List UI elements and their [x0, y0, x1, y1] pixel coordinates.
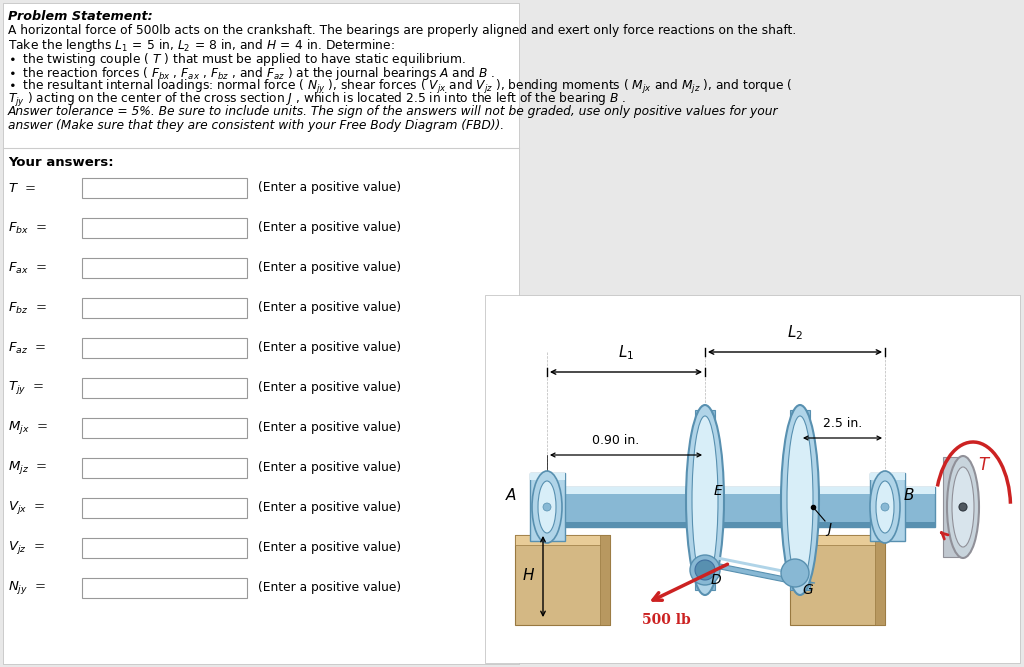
Text: $M_{jz}$  =: $M_{jz}$ = — [8, 460, 47, 476]
Text: Answer tolerance = 5%. Be sure to include units. The sign of the answers will no: Answer tolerance = 5%. Be sure to includ… — [8, 105, 778, 118]
Text: (Enter a positive value): (Enter a positive value) — [258, 382, 401, 394]
Text: $T_{jy}$  =: $T_{jy}$ = — [8, 380, 45, 396]
Polygon shape — [545, 487, 935, 494]
FancyBboxPatch shape — [82, 538, 247, 558]
Text: $\bullet\;$ the twisting couple ( $T$ ) that must be applied to have static equi: $\bullet\;$ the twisting couple ( $T$ ) … — [8, 51, 466, 68]
Text: $T_{jy}$ ) acting on the center of the cross section $J$ , which is located $2.5: $T_{jy}$ ) acting on the center of the c… — [8, 91, 627, 109]
Text: $\bullet\;$ the resultant internal loadings: normal force ( $N_{jy}$ ), shear fo: $\bullet\;$ the resultant internal loadi… — [8, 78, 793, 96]
Polygon shape — [790, 535, 885, 625]
FancyBboxPatch shape — [82, 498, 247, 518]
Polygon shape — [943, 457, 963, 557]
Text: $E$: $E$ — [713, 484, 724, 498]
FancyBboxPatch shape — [82, 218, 247, 238]
Polygon shape — [690, 563, 815, 583]
Text: $B$: $B$ — [903, 487, 914, 503]
Polygon shape — [545, 522, 935, 527]
Text: 500 lb: 500 lb — [642, 613, 691, 627]
Text: $V_{jz}$  =: $V_{jz}$ = — [8, 540, 45, 556]
Ellipse shape — [532, 471, 562, 543]
Ellipse shape — [538, 481, 556, 533]
Text: $G$: $G$ — [802, 583, 814, 597]
FancyBboxPatch shape — [82, 258, 247, 278]
Ellipse shape — [690, 555, 720, 585]
FancyBboxPatch shape — [3, 3, 519, 664]
Ellipse shape — [543, 503, 551, 511]
Ellipse shape — [692, 416, 718, 584]
Text: $T$: $T$ — [978, 457, 991, 474]
Text: $D$: $D$ — [710, 573, 722, 587]
FancyBboxPatch shape — [82, 418, 247, 438]
Ellipse shape — [959, 503, 967, 511]
Polygon shape — [530, 473, 565, 480]
Text: answer (Make sure that they are consistent with your Free Body Diagram (FBD)).: answer (Make sure that they are consiste… — [8, 119, 504, 131]
Text: (Enter a positive value): (Enter a positive value) — [258, 301, 401, 315]
Ellipse shape — [870, 471, 900, 543]
Text: $H$: $H$ — [522, 567, 536, 583]
FancyBboxPatch shape — [82, 178, 247, 198]
Text: $N_{jy}$  =: $N_{jy}$ = — [8, 580, 46, 596]
Text: $F_{ax}$  =: $F_{ax}$ = — [8, 260, 47, 275]
Text: (Enter a positive value): (Enter a positive value) — [258, 422, 401, 434]
Ellipse shape — [947, 456, 979, 558]
Ellipse shape — [787, 416, 813, 584]
Polygon shape — [600, 535, 610, 625]
Text: 0.90 in.: 0.90 in. — [592, 434, 640, 447]
Polygon shape — [790, 410, 810, 590]
Polygon shape — [530, 473, 565, 541]
Polygon shape — [870, 473, 905, 480]
Ellipse shape — [952, 467, 974, 547]
Text: $\bullet\;$ the reaction forces ( $F_{bx}$ , $F_{ax}$ , $F_{bz}$ , and $F_{az}$ : $\bullet\;$ the reaction forces ( $F_{bx… — [8, 65, 496, 81]
FancyBboxPatch shape — [82, 458, 247, 478]
Polygon shape — [695, 410, 715, 590]
FancyBboxPatch shape — [82, 378, 247, 398]
FancyBboxPatch shape — [485, 295, 1020, 663]
Ellipse shape — [686, 405, 724, 595]
Text: A horizontal force of 500lb acts on the crankshaft. The bearings are properly al: A horizontal force of 500lb acts on the … — [8, 24, 797, 37]
Ellipse shape — [695, 560, 715, 580]
Text: (Enter a positive value): (Enter a positive value) — [258, 342, 401, 354]
Text: $V_{jx}$  =: $V_{jx}$ = — [8, 500, 45, 516]
Text: (Enter a positive value): (Enter a positive value) — [258, 582, 401, 594]
Ellipse shape — [781, 405, 819, 595]
Text: $F_{bx}$  =: $F_{bx}$ = — [8, 221, 47, 235]
Text: $F_{az}$  =: $F_{az}$ = — [8, 340, 46, 356]
Polygon shape — [790, 535, 885, 545]
Text: 2.5 in.: 2.5 in. — [823, 417, 862, 430]
Text: (Enter a positive value): (Enter a positive value) — [258, 221, 401, 235]
Text: (Enter a positive value): (Enter a positive value) — [258, 181, 401, 195]
Text: Take the lengths $L_1\,=\,5$ in, $L_2\,=\,8$ in, and $H\,=\,4$ in. Determine:: Take the lengths $L_1\,=\,5$ in, $L_2\,=… — [8, 37, 395, 55]
FancyBboxPatch shape — [82, 298, 247, 318]
Text: $A$: $A$ — [505, 487, 517, 503]
Polygon shape — [545, 487, 935, 527]
Text: (Enter a positive value): (Enter a positive value) — [258, 462, 401, 474]
FancyBboxPatch shape — [82, 338, 247, 358]
Text: $M_{jx}$  =: $M_{jx}$ = — [8, 420, 48, 436]
Text: Problem Statement:: Problem Statement: — [8, 10, 153, 23]
Polygon shape — [874, 535, 885, 625]
Polygon shape — [870, 473, 905, 541]
Text: (Enter a positive value): (Enter a positive value) — [258, 502, 401, 514]
Polygon shape — [515, 535, 610, 625]
Polygon shape — [515, 535, 610, 545]
FancyBboxPatch shape — [82, 578, 247, 598]
Text: (Enter a positive value): (Enter a positive value) — [258, 261, 401, 275]
Ellipse shape — [876, 481, 894, 533]
Text: $L_1$: $L_1$ — [617, 344, 634, 362]
Text: $J$: $J$ — [825, 521, 833, 538]
Text: $T$  =: $T$ = — [8, 181, 36, 195]
Polygon shape — [695, 555, 810, 575]
Ellipse shape — [781, 559, 809, 587]
Text: $F_{bz}$  =: $F_{bz}$ = — [8, 300, 47, 315]
Text: Your answers:: Your answers: — [8, 156, 114, 169]
Ellipse shape — [881, 503, 889, 511]
Text: (Enter a positive value): (Enter a positive value) — [258, 542, 401, 554]
Text: $L_2$: $L_2$ — [786, 323, 803, 342]
